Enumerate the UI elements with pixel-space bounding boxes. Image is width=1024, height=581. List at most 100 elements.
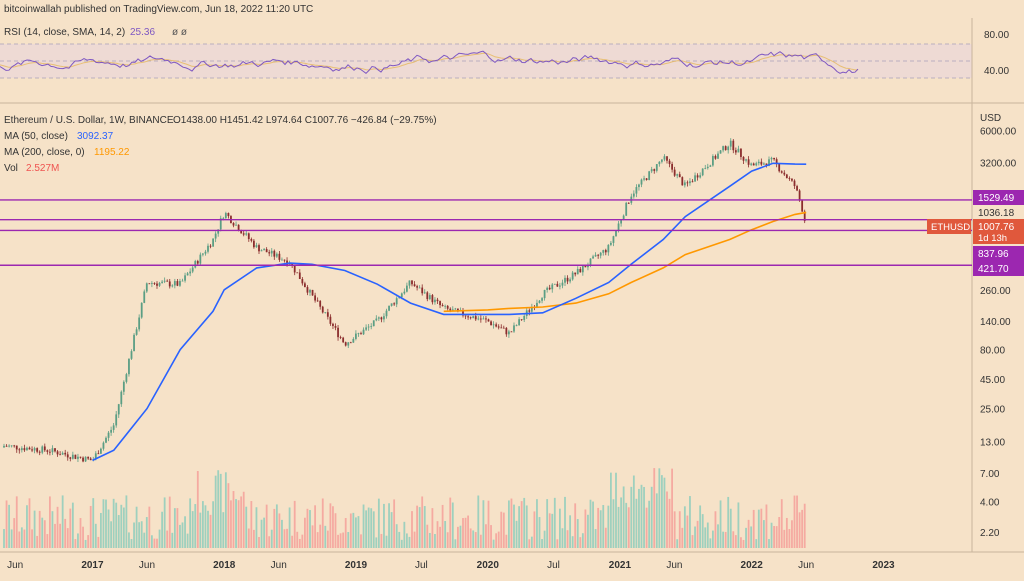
candle-body	[355, 333, 357, 339]
candle-body	[691, 181, 694, 183]
candle-body	[472, 316, 475, 319]
candle-body	[209, 245, 212, 247]
volume-bar	[709, 538, 712, 548]
candle-body	[173, 281, 176, 286]
candle-body	[694, 175, 696, 182]
volume-bar	[722, 531, 724, 548]
candle-body	[82, 457, 84, 462]
volume-bar	[515, 520, 518, 548]
volume-bar	[128, 532, 130, 548]
volume-bar	[199, 512, 202, 548]
candle-body	[640, 179, 643, 185]
level-tag-3-text: 837.96	[978, 249, 1009, 260]
candle-body	[485, 318, 487, 320]
volume-bar	[204, 505, 207, 548]
candle-body	[232, 223, 235, 226]
candle-body	[214, 233, 217, 239]
candle-body	[26, 447, 28, 451]
volume-bar	[342, 532, 345, 548]
volume-bar	[783, 529, 786, 548]
candle-body	[607, 244, 610, 253]
candle-body	[168, 281, 171, 287]
candle-body	[661, 159, 663, 162]
volume-bar	[202, 501, 204, 548]
volume-bar	[467, 515, 469, 548]
time-tick: Jun	[271, 560, 287, 571]
candle-body	[217, 229, 220, 234]
volume-bar	[497, 531, 500, 548]
volume-bar	[189, 498, 192, 548]
rsi-pane: RSI (14, close, SMA, 14, 2) 25.36 ø ø 80…	[0, 18, 1009, 102]
volume-bar	[15, 496, 18, 548]
volume-bar	[671, 468, 673, 548]
candle-body	[446, 305, 449, 309]
candle-body	[339, 337, 342, 338]
candle-body	[439, 301, 441, 306]
volume-bar	[133, 522, 135, 548]
candle-body	[612, 236, 615, 243]
volume-bar	[219, 473, 222, 548]
volume-bar	[196, 471, 199, 548]
volume-bar	[607, 505, 610, 548]
volume-bar	[796, 495, 798, 548]
candle-body	[768, 159, 770, 166]
candle-body	[196, 261, 199, 264]
volume-bar	[737, 502, 740, 548]
volume-bar	[791, 520, 793, 548]
candle-body	[89, 458, 92, 461]
candle-body	[666, 156, 668, 161]
candle-body	[559, 285, 561, 287]
volume-bar	[138, 522, 141, 548]
volume-bar	[194, 504, 197, 548]
candle-body	[449, 308, 452, 311]
legend-vol-label: Vol	[4, 163, 18, 174]
candle-body	[253, 240, 255, 248]
volume-bar	[349, 513, 352, 548]
volume-bar	[630, 486, 633, 548]
volume-bar	[145, 517, 148, 548]
candle-body	[130, 351, 133, 359]
volume-bar	[699, 505, 702, 548]
volume-bar	[566, 530, 569, 548]
candle-body	[148, 283, 151, 285]
volume-bar	[28, 498, 31, 548]
candle-body	[250, 239, 253, 241]
volume-bar	[283, 529, 286, 548]
candle-body	[194, 261, 197, 268]
candle-body	[270, 250, 273, 254]
volume-bar	[495, 533, 498, 548]
candle-body	[615, 230, 617, 237]
price-pane	[0, 138, 972, 548]
volume-bar	[610, 472, 612, 548]
rsi-sma-line	[0, 52, 859, 71]
volume-bar	[230, 500, 232, 548]
candle-body	[357, 333, 360, 335]
volume-bar	[268, 536, 271, 548]
volume-bar	[143, 532, 146, 548]
current-price-text: 1007.76	[978, 222, 1015, 233]
volume-bar	[332, 506, 334, 548]
volume-bar	[388, 503, 390, 548]
volume-bar	[64, 518, 67, 548]
time-tick: Jun	[139, 560, 155, 571]
candle-body	[724, 146, 727, 151]
candle-body	[791, 178, 793, 181]
candle-body	[332, 323, 334, 326]
volume-bar	[372, 511, 375, 548]
candle-body	[383, 316, 385, 320]
volume-bar	[426, 524, 429, 548]
candle-body	[120, 391, 123, 405]
candle-body	[599, 252, 602, 256]
candle-body	[413, 284, 416, 287]
volume-bar	[579, 537, 582, 548]
candle-body	[395, 298, 398, 305]
candle-body	[298, 272, 301, 279]
volume-bar	[5, 500, 8, 548]
volume-bar	[235, 499, 237, 548]
candle-body	[306, 287, 309, 293]
candle-body	[158, 282, 161, 286]
volume-bar	[286, 528, 288, 548]
volume-bar	[153, 538, 156, 548]
volume-bar	[643, 486, 645, 548]
volume-bar	[678, 511, 681, 548]
